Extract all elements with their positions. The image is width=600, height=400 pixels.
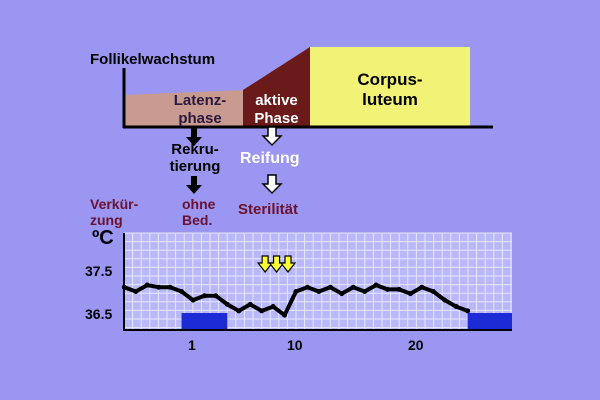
- temperature-point: [144, 282, 150, 288]
- temperature-point: [133, 289, 139, 294]
- temperature-point: [247, 301, 253, 307]
- corpus-luteum-label: Corpus- luteum: [340, 70, 440, 110]
- temperature-point: [224, 301, 230, 307]
- x-tick-label-10: 10: [287, 337, 303, 353]
- corpus-luteum-line-1: Corpus-: [357, 70, 423, 89]
- reifung-label: Reifung: [240, 150, 300, 167]
- temperature-point: [156, 284, 162, 290]
- rekrutierung-line-1: Rekru-: [171, 141, 219, 158]
- temperature-point: [236, 308, 242, 314]
- temperature-point: [282, 312, 288, 318]
- ohne-bedingung-line-1: ohne: [182, 196, 216, 212]
- y-tick-label-37-5: 37.5: [85, 263, 113, 279]
- temperature-point: [213, 293, 219, 299]
- latenzphase-line-2: phase: [178, 110, 222, 127]
- sterilitaet-label: Sterilität: [238, 201, 299, 218]
- period-block: [467, 313, 512, 330]
- ohne-bedingung-line-2: Bed.: [182, 212, 213, 228]
- down-arrow-icon: [261, 174, 283, 195]
- aktive-phase-line-1: aktive: [255, 92, 298, 109]
- temperature-point: [350, 284, 356, 290]
- ovulation-markers: [256, 255, 297, 273]
- x-tick-label-1: 1: [188, 337, 196, 353]
- temperature-point: [304, 284, 310, 290]
- period-blocks: [181, 313, 512, 330]
- degree-celsius-label: ºC: [92, 227, 114, 249]
- temperature-point: [259, 308, 265, 314]
- aktive-phase-label: aktive Phase: [243, 92, 310, 128]
- rekrutierung-line-2: tierung: [169, 158, 221, 175]
- temperature-point: [179, 289, 185, 294]
- x-tick-label-20: 20: [408, 337, 424, 353]
- temperature-points: [121, 282, 471, 318]
- yellow-down-arrow-icon: [268, 255, 285, 273]
- verkuerzung-line-2: zung: [90, 212, 123, 228]
- verkuerzung-line-1: Verkür-: [90, 196, 139, 212]
- period-block: [181, 313, 228, 330]
- temperature-point: [407, 291, 413, 297]
- temperature-point: [339, 291, 345, 297]
- down-arrow-icon: [186, 176, 202, 194]
- temperature-point: [419, 284, 425, 290]
- temperature-point: [327, 284, 333, 290]
- temperature-point: [167, 284, 173, 290]
- temperature-point: [442, 297, 448, 303]
- temperature-point: [316, 289, 322, 294]
- temperature-point: [396, 286, 402, 292]
- temperature-point: [362, 289, 368, 294]
- latenzphase-line-1: Latenz-: [173, 92, 227, 109]
- temperature-point: [293, 289, 299, 294]
- corpus-luteum-area: [310, 47, 470, 127]
- temperature-point: [373, 282, 379, 288]
- aktive-phase-area: [243, 47, 310, 127]
- latenz-phase-area: [124, 90, 243, 127]
- yellow-down-arrow-icon: [279, 255, 297, 273]
- temperature-point: [465, 308, 471, 314]
- aktive-phase-line-2: Phase: [254, 110, 299, 127]
- temperature-point: [453, 304, 459, 310]
- verkuerzung-label: Verkür- zung: [90, 196, 138, 228]
- latenzphase-label: Latenz- phase: [160, 92, 240, 128]
- temperature-point: [201, 293, 207, 299]
- rekrutierung-label: Rekru- tierung: [160, 141, 230, 175]
- down-arrow-icon: [261, 126, 283, 147]
- temperature-point: [270, 304, 276, 310]
- yellow-down-arrow-icon: [256, 255, 274, 273]
- down-arrow-icon: [186, 128, 202, 146]
- corpus-luteum-line-2: luteum: [362, 90, 418, 109]
- y-tick-label-36-5: 36.5: [85, 306, 113, 322]
- temperature-point: [385, 286, 391, 292]
- follikelwachstum-label: Follikelwachstum: [90, 51, 216, 68]
- temperature-point: [430, 289, 436, 294]
- ohne-bedingung-label: ohne Bed.: [182, 196, 215, 228]
- temperature-point: [190, 297, 196, 303]
